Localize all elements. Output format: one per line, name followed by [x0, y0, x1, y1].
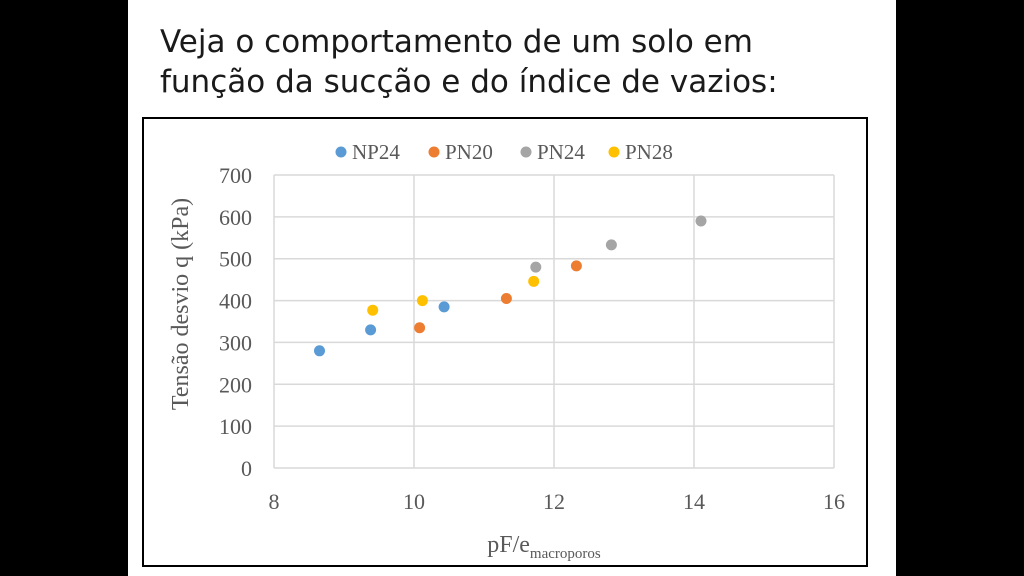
legend: NP24 PN20 PN24 PN28	[335, 140, 673, 164]
legend-label-pn20: PN20	[445, 140, 493, 164]
tick-labels: 0 100 200 300 400 500 600 700 8 10 12 14 16	[219, 163, 845, 514]
data-point-np24	[314, 345, 325, 357]
data-point-pn20	[570, 260, 582, 272]
x-axis-title-main: pF/e	[487, 532, 530, 558]
data-point-np24	[438, 301, 450, 313]
y-tick-label: 700	[219, 163, 252, 188]
data-point-pn24	[605, 239, 617, 251]
x-tick-label: 16	[823, 489, 845, 514]
gridlines	[273, 174, 835, 469]
chart-frame: 0 100 200 300 400 500 600 700 8 10 12 14 16 NP24 PN20…	[142, 117, 868, 567]
data-point-np24	[365, 324, 377, 336]
slide-title: Veja o comportamento de um solo em funçã…	[160, 22, 864, 102]
y-tick-label: 0	[241, 456, 252, 481]
x-axis-title-subscript: macroporos	[530, 546, 601, 562]
slide: Veja o comportamento de um solo em funçã…	[128, 0, 896, 576]
data-points	[314, 215, 707, 357]
data-point-pn20	[414, 322, 426, 334]
legend-label-pn24: PN24	[537, 140, 585, 164]
scatter-chart: 0 100 200 300 400 500 600 700 8 10 12 14 16 NP24 PN20…	[168, 140, 845, 562]
data-point-pn24	[695, 215, 707, 227]
slide-title-line-1: Veja o comportamento de um solo em	[160, 24, 753, 60]
data-point-pn28	[528, 275, 540, 287]
data-point-pn28	[367, 304, 379, 316]
legend-marker-np24	[335, 146, 347, 158]
y-tick-label: 400	[219, 289, 252, 314]
y-tick-label: 300	[219, 330, 252, 355]
y-tick-label: 600	[219, 205, 252, 230]
x-axis-title: pF/emacroporos	[487, 532, 601, 562]
x-tick-label: 8	[269, 489, 280, 514]
x-tick-label: 12	[543, 489, 565, 514]
y-axis-title: Tensão desvio q (kPa)	[168, 198, 194, 410]
data-point-pn24	[530, 261, 542, 273]
x-tick-label: 14	[683, 489, 705, 514]
data-point-pn28	[416, 295, 428, 307]
slide-title-line-2: função da sucção e do índice de vazios:	[160, 64, 778, 100]
y-tick-label: 500	[219, 247, 252, 272]
data-point-pn20	[500, 292, 512, 304]
legend-label-np24: NP24	[352, 140, 400, 164]
legend-marker-pn24	[520, 146, 532, 158]
legend-marker-pn28	[608, 146, 620, 158]
y-tick-label: 200	[219, 372, 252, 397]
legend-label-pn28: PN28	[625, 140, 673, 164]
y-tick-label: 100	[219, 414, 252, 439]
legend-marker-pn20	[428, 146, 440, 158]
x-tick-label: 10	[403, 489, 425, 514]
